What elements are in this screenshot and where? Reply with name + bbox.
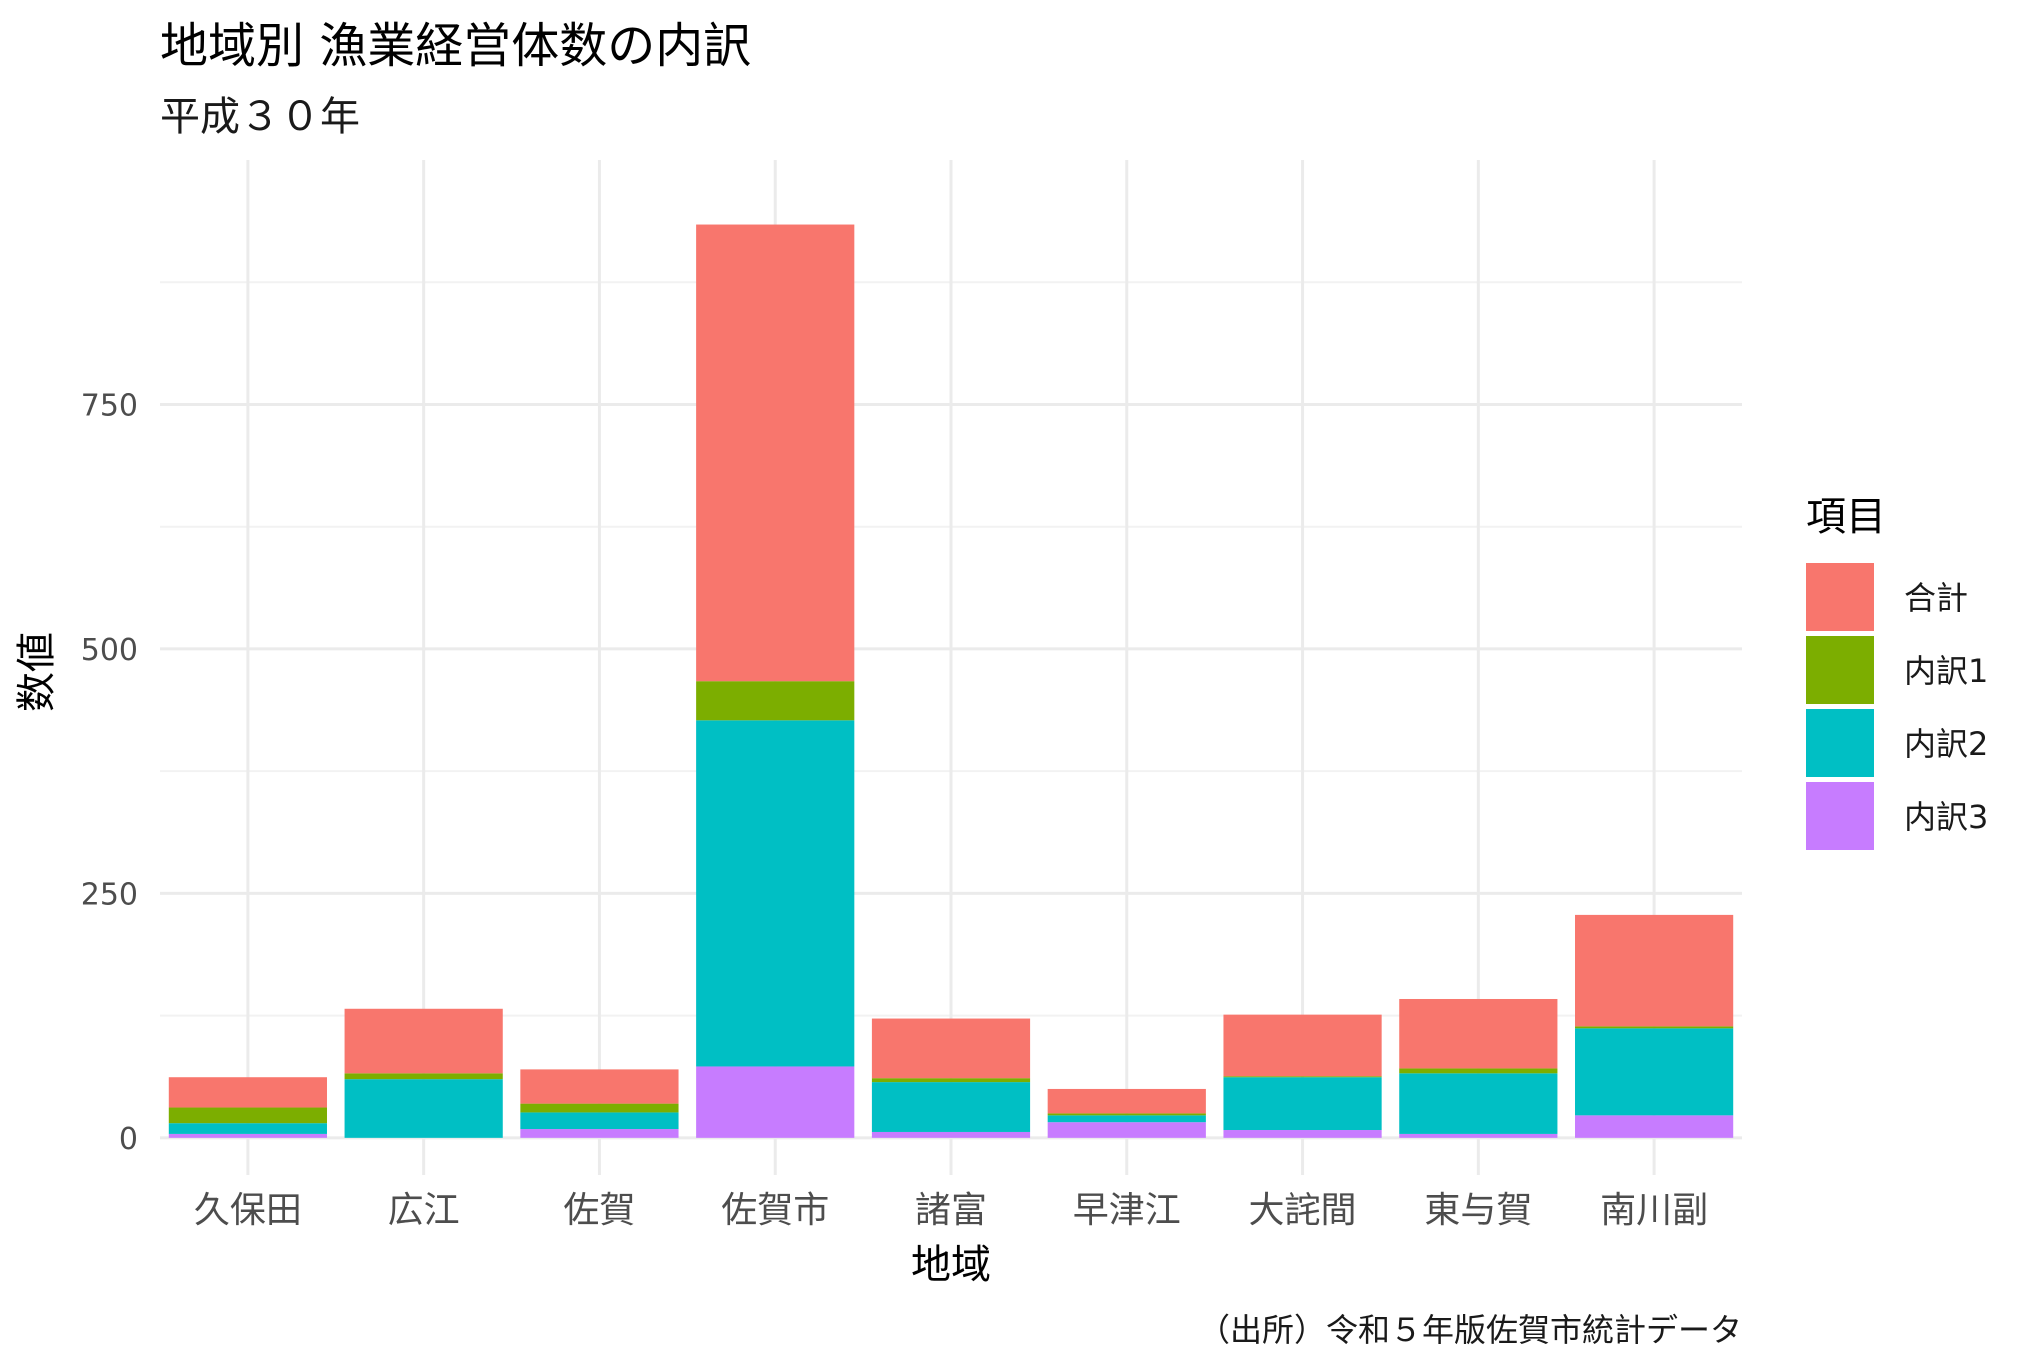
bar-segment <box>1223 1077 1382 1131</box>
bar-segment <box>1047 1113 1206 1116</box>
bar-segment <box>168 1077 327 1108</box>
legend-swatch <box>1806 782 1874 850</box>
bar-segment <box>696 681 855 721</box>
bar-segment <box>168 1107 327 1124</box>
y-tick-label: 750 <box>81 388 138 423</box>
y-axis-title: 数値 <box>14 632 60 712</box>
bar-segment <box>696 224 855 682</box>
bar-segment <box>1575 1026 1734 1029</box>
legend-label: 内訳3 <box>1904 798 1988 836</box>
bar-segment <box>871 1078 1031 1083</box>
bar-segment <box>1575 1115 1734 1138</box>
bar-segment <box>1399 1073 1558 1134</box>
bar-segment <box>871 1131 1031 1138</box>
x-tick-label: 南川副 <box>1600 1190 1708 1231</box>
bar-segment <box>344 1008 503 1074</box>
x-tick-label: 早津江 <box>1073 1190 1181 1231</box>
bar-segment <box>344 1079 503 1138</box>
legend-title: 項目 <box>1806 494 1886 540</box>
bar-segment <box>344 1073 503 1080</box>
y-tick-label: 250 <box>81 877 138 912</box>
bar-segment <box>1223 1130 1382 1138</box>
x-axis-title: 地域 <box>911 1242 991 1288</box>
chart-title: 地域別 漁業経営体数の内訳 <box>160 18 751 74</box>
x-tick-label: 佐賀 <box>563 1190 635 1231</box>
x-tick-label: 諸富 <box>915 1190 987 1231</box>
bar-segment <box>696 1066 855 1138</box>
bar-segment <box>520 1069 679 1104</box>
bar-segment <box>1047 1088 1206 1114</box>
bar-segment <box>696 720 855 1067</box>
bar-segment <box>871 1018 1031 1079</box>
bar-segment <box>1399 998 1558 1069</box>
x-tick-label: 久保田 <box>194 1190 302 1231</box>
bar-segment <box>1399 1068 1558 1074</box>
x-tick-label: 東与賀 <box>1424 1190 1532 1231</box>
bar-segment <box>1575 1028 1734 1116</box>
bar-segment <box>520 1112 679 1130</box>
bar-segment <box>1575 914 1734 1027</box>
x-axis-ticks: 久保田 広江 佐賀 佐賀市 諸富 早津江 大詫間 東与賀 南川副 <box>194 1190 1708 1231</box>
bar-segment <box>1047 1115 1206 1123</box>
legend-swatch <box>1806 636 1874 704</box>
y-tick-label: 0 <box>119 1122 138 1157</box>
x-tick-label: 広江 <box>388 1190 460 1231</box>
y-axis-ticks: 0 250 500 750 <box>81 388 138 1156</box>
bar-segment <box>1399 1133 1558 1138</box>
bar-segment <box>1223 1014 1382 1077</box>
legend-swatch <box>1806 563 1874 631</box>
bars <box>168 224 1734 1138</box>
chart-subtitle: 平成３０年 <box>160 94 360 140</box>
bar-segment <box>871 1082 1031 1132</box>
bar-segment <box>520 1129 679 1138</box>
legend-label: 内訳2 <box>1904 725 1988 763</box>
x-tick-label: 佐賀市 <box>721 1190 829 1231</box>
bar-segment <box>1047 1122 1206 1138</box>
chart-caption: （出所）令和５年版佐賀市統計データ <box>1198 1311 1742 1349</box>
legend-label: 内訳1 <box>1904 652 1988 690</box>
y-tick-label: 500 <box>81 633 138 668</box>
legend-label: 合計 <box>1904 579 1968 617</box>
bar-segment <box>168 1133 327 1138</box>
bar-segment <box>168 1123 327 1134</box>
x-tick-label: 大詫間 <box>1249 1190 1357 1231</box>
bar-segment <box>520 1103 679 1113</box>
legend-swatch <box>1806 709 1874 777</box>
bar-segment <box>1223 1076 1382 1078</box>
